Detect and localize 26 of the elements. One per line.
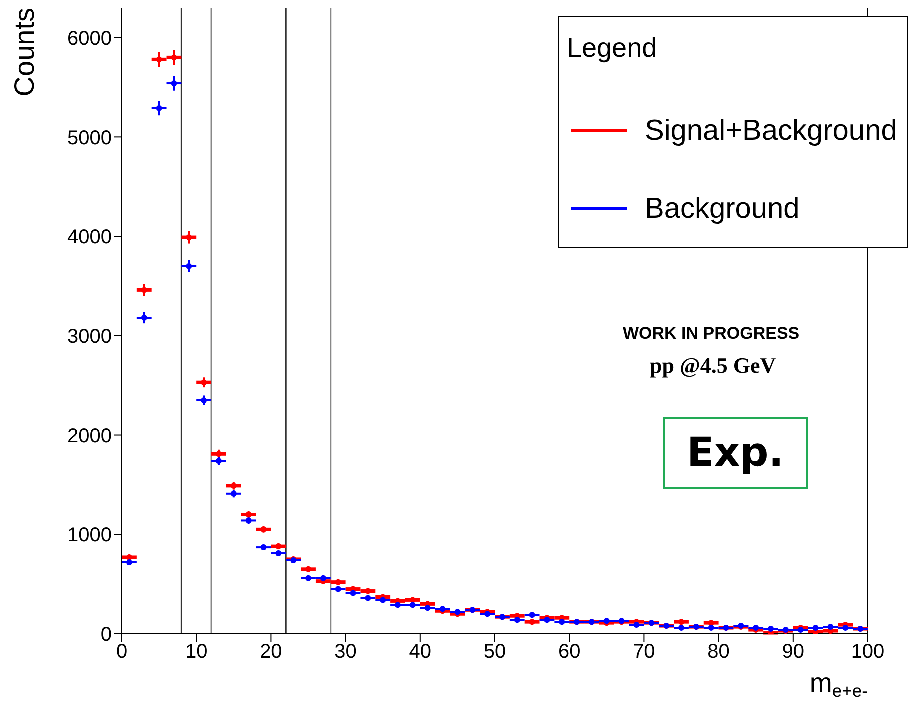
- x-tick-label: 60: [558, 641, 581, 664]
- annotation: WORK IN PROGRESS: [623, 324, 800, 344]
- x-tick-label: 50: [484, 641, 506, 664]
- legend-title: Legend: [567, 33, 658, 64]
- annotation: Exp.: [663, 417, 808, 489]
- x-tick-label: 100: [851, 641, 885, 664]
- x-tick-label: 30: [334, 641, 357, 664]
- x-tick-label: 40: [409, 641, 432, 664]
- y-tick-label: 1000: [68, 524, 112, 547]
- y-tick-label: 5000: [68, 127, 112, 150]
- x-tick-label: 10: [185, 641, 208, 664]
- x-tick-label: 80: [708, 641, 730, 664]
- x-tick-label: 90: [782, 641, 805, 664]
- y-tick-label: 4000: [68, 226, 112, 249]
- y-tick-label: 2000: [68, 425, 112, 448]
- x-tick-label: 0: [116, 641, 128, 664]
- x-axis-title: m$_{e+e-}$: [810, 668, 868, 702]
- y-axis-title: Counts: [9, 8, 40, 97]
- y-tick-label: 0: [100, 624, 112, 646]
- legend-label: Background: [645, 192, 800, 226]
- x-tick-label: 70: [633, 641, 656, 664]
- annotation: pp @4.5 GeV: [650, 353, 776, 379]
- legend-label: Signal+Background: [645, 114, 898, 148]
- y-tick-label: 6000: [68, 28, 112, 50]
- x-tick-label: 20: [260, 641, 282, 664]
- y-tick-label: 3000: [68, 326, 112, 348]
